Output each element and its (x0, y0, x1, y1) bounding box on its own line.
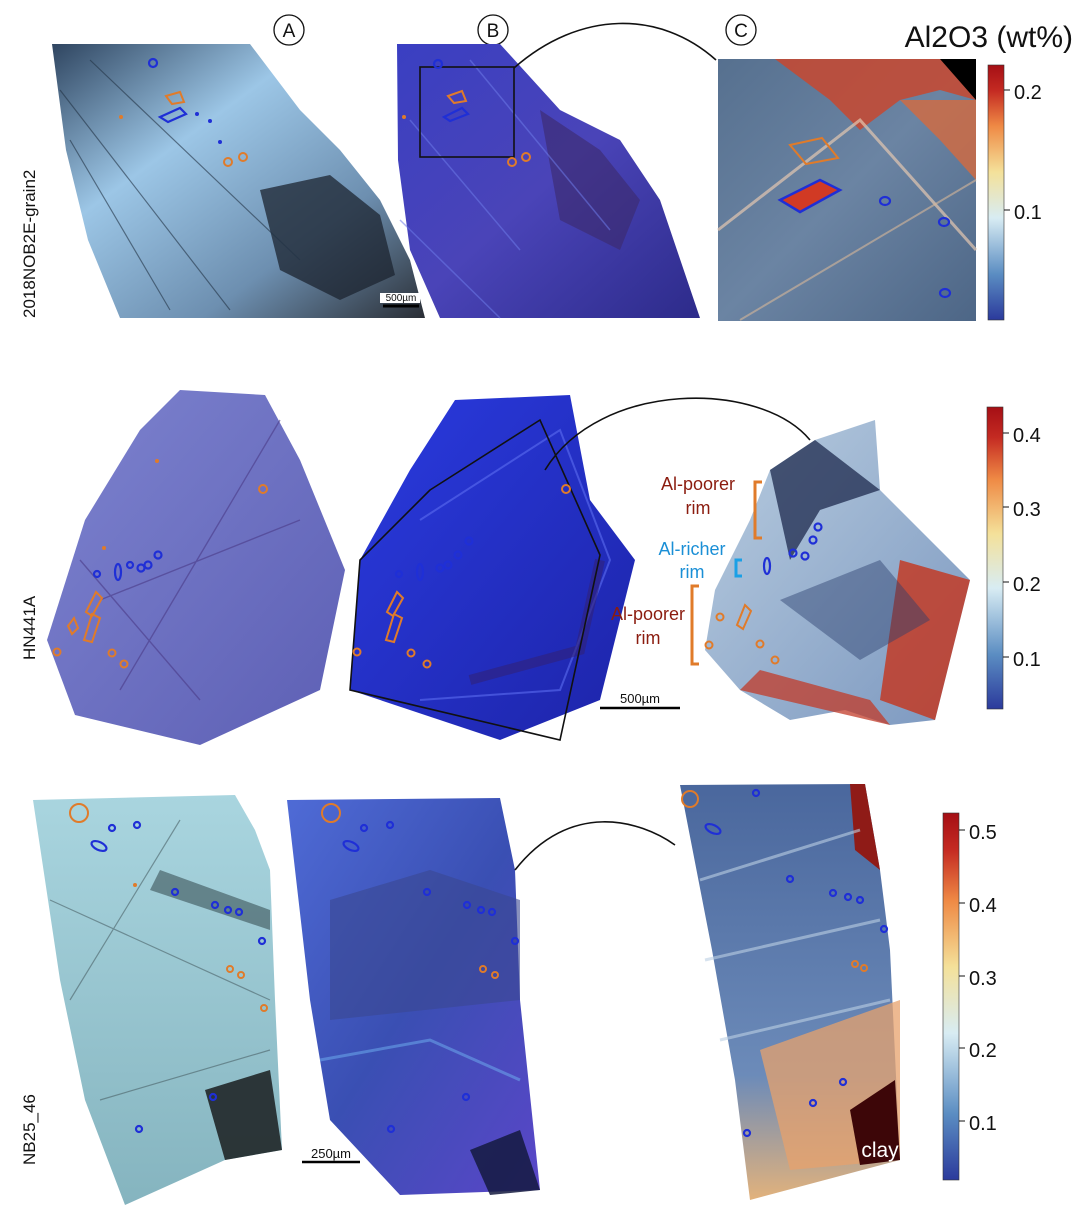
annotation-al-poorer-bottom: Al-poorer (611, 604, 685, 624)
column-header-b: B (477, 14, 509, 46)
panel-c-2018nob2e-grain2 (717, 59, 978, 321)
panel-c-nb25-46: clay (680, 784, 900, 1200)
scale-bar-label: 500µm (386, 293, 417, 304)
panel-b-nb25-46: 250µm (287, 798, 540, 1195)
bracket-richer (734, 558, 742, 578)
scale-bar-label: 250µm (311, 1146, 351, 1161)
annotation-al-poorer-top: Al-poorer (661, 474, 735, 494)
svg-text:A: A (283, 21, 296, 42)
annotation-rim: rim (686, 498, 711, 518)
panel-b-hn441a: 500µm (349, 395, 680, 741)
colorbar-row2-tick: 0.1 (1013, 649, 1041, 671)
scale-bar-label: 500µm (620, 691, 660, 706)
panel-c-hn441a (704, 420, 970, 725)
colorbar-row3-tick: 0.3 (969, 968, 997, 990)
svg-text:B: B (487, 21, 500, 42)
scale-bar-bg (380, 293, 420, 303)
column-header-c: C (725, 14, 757, 46)
zoom-outline (349, 418, 601, 741)
bracket-poorer-top (753, 480, 762, 540)
colorbar-title: Al2O3 (wt%) (905, 21, 1073, 54)
colorbar-row2-tick: 0.3 (1013, 499, 1041, 521)
panel-b-2018nob2e-grain2 (397, 44, 700, 319)
column-header-a: A (273, 14, 305, 46)
row-label-hn441a: HN441A (20, 595, 39, 660)
annotation-clay: clay (861, 1139, 899, 1162)
colorbar-row1-tick: 0.1 (1014, 202, 1042, 224)
colorbar-row3-tick: 0.2 (969, 1040, 997, 1062)
zoom-connector-2 (544, 397, 811, 471)
colorbar-row2-tick: 0.2 (1013, 574, 1041, 596)
colorbar-row1: 0.2 0.1 (987, 64, 1042, 321)
annotation-al-richer: Al-richer (658, 539, 725, 559)
zoom-box (419, 66, 515, 158)
rim-annotations: Al-poorer rim Al-richer rim Al-poorer ri… (611, 474, 762, 666)
zoom-connector-3 (514, 821, 676, 871)
annotation-rim: rim (680, 562, 705, 582)
panel-a-hn441a (47, 390, 345, 745)
colorbar-row3-tick: 0.4 (969, 895, 997, 917)
row-label-nb25-46: NB25_46 (20, 1094, 39, 1165)
colorbar-row2: 0.4 0.3 0.2 0.1 (986, 406, 1041, 710)
bracket-poorer-bottom (690, 584, 699, 666)
zoom-connector-1 (513, 22, 717, 69)
panel-a-2018nob2e-grain2: 500µm (52, 44, 425, 318)
colorbar-row3-tick: 0.5 (969, 822, 997, 844)
colorbar-row3-tick: 0.1 (969, 1113, 997, 1135)
row-label-2018nob2e-grain2: 2018NOB2E-grain2 (20, 170, 39, 318)
colorbar-row1-tick: 0.2 (1014, 82, 1042, 104)
colorbar-row2-tick: 0.4 (1013, 425, 1041, 447)
svg-text:C: C (734, 21, 748, 42)
colorbar-row3: 0.5 0.4 0.3 0.2 0.1 (942, 812, 997, 1181)
panel-a-nb25-46 (33, 795, 282, 1205)
annotation-rim: rim (636, 628, 661, 648)
